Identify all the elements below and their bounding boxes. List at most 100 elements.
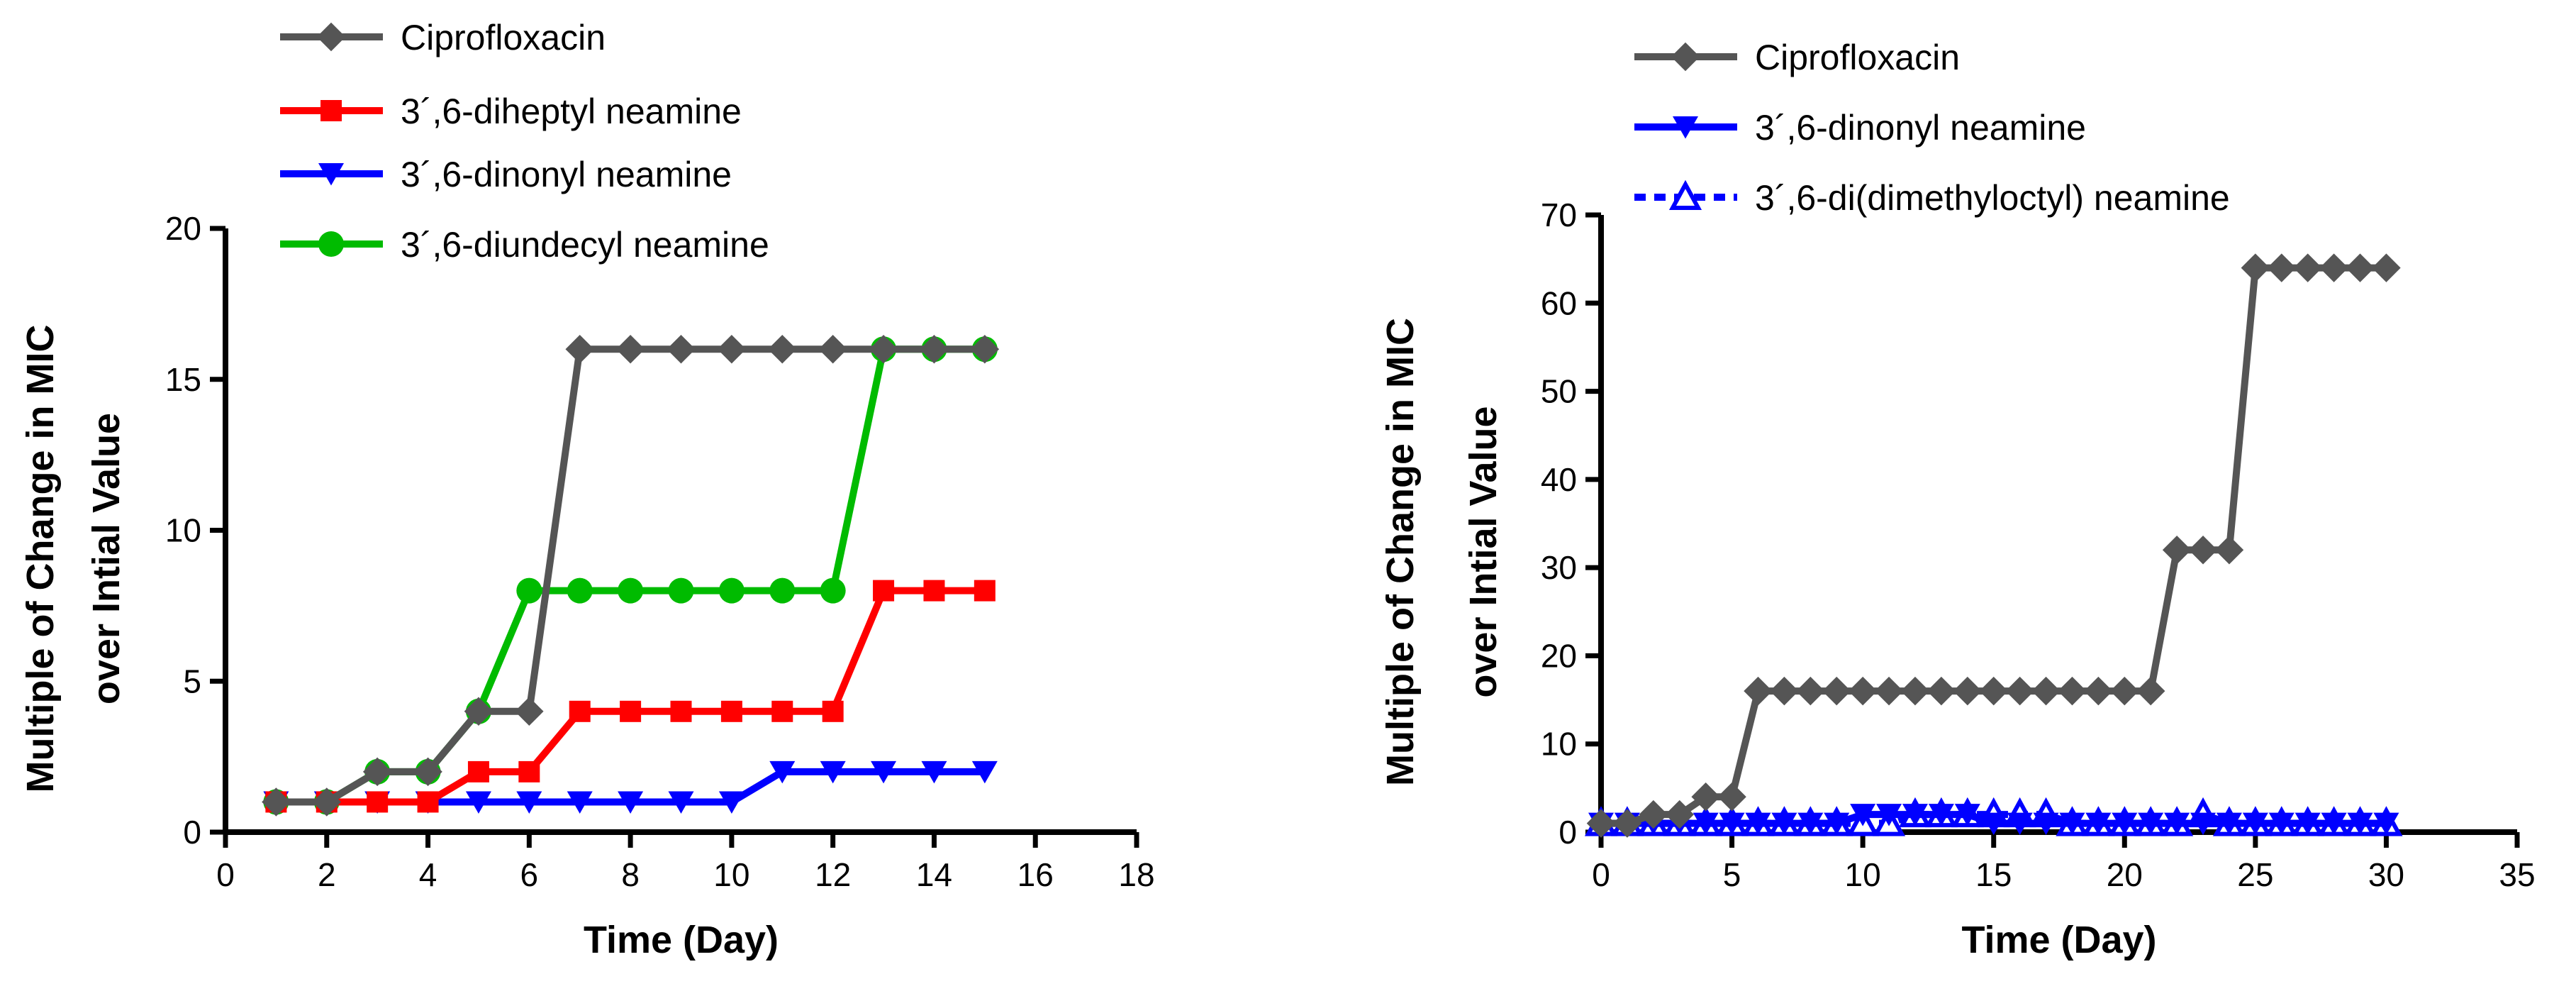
- x-tick-label: 35: [2499, 856, 2535, 893]
- data-point: [1691, 782, 1720, 812]
- y-tick-label: 0: [183, 814, 201, 851]
- data-point: [921, 760, 947, 784]
- y-tick-label: 40: [1541, 461, 1577, 498]
- data-point: [516, 791, 542, 814]
- series-1: [262, 334, 1000, 817]
- data-point: [518, 760, 540, 782]
- legend-marker: [318, 231, 344, 257]
- x-tick-label: 14: [916, 856, 952, 893]
- data-point: [2085, 812, 2112, 836]
- legend-label: Ciprofloxacin: [1755, 38, 1960, 77]
- data-point: [417, 791, 439, 813]
- data-point: [1876, 804, 1902, 826]
- x-tick-label: 5: [1723, 856, 1741, 893]
- legend-marker: [316, 22, 346, 52]
- data-point: [2295, 812, 2321, 836]
- data-point: [1717, 782, 1746, 812]
- data-point: [2319, 253, 2348, 282]
- legend-label: 3´,6-dinonyl neamine: [401, 155, 732, 194]
- data-point: [312, 787, 342, 817]
- x-tick-label: 20: [2107, 856, 2143, 893]
- y-axis-title-line2: over Intial Value: [1462, 406, 1505, 697]
- data-point: [820, 760, 846, 784]
- data-point: [2216, 812, 2242, 836]
- data-point: [1822, 676, 1851, 706]
- legend-item: 3´,6-di(dimethyloctyl) neamine: [1634, 178, 2230, 218]
- data-point: [1665, 799, 1694, 829]
- data-point: [1586, 809, 1616, 838]
- data-point: [1797, 812, 1824, 836]
- data-point: [720, 700, 742, 722]
- data-point: [668, 577, 694, 604]
- data-point: [1693, 812, 1719, 836]
- y-tick-label: 50: [1541, 373, 1577, 410]
- data-point: [1927, 676, 1956, 706]
- data-point: [615, 334, 645, 364]
- data-point: [1954, 804, 1980, 826]
- data-point: [1771, 812, 1797, 836]
- data-point: [1745, 812, 1771, 836]
- x-axis-title: Time (Day): [1961, 919, 2156, 961]
- data-point: [2110, 676, 2139, 706]
- data-point: [618, 791, 644, 814]
- y-tick-label: 20: [165, 210, 201, 247]
- data-point: [668, 791, 694, 814]
- data-point: [873, 580, 895, 602]
- data-point: [367, 791, 389, 813]
- x-tick-label: 8: [621, 856, 640, 893]
- y-tick-label: 15: [165, 361, 201, 398]
- data-point: [2321, 812, 2347, 836]
- legend-label: 3´,6-di(dimethyloctyl) neamine: [1755, 178, 2230, 218]
- data-point: [2190, 812, 2217, 836]
- data-point: [923, 580, 945, 602]
- data-point: [516, 577, 542, 604]
- y-axis-title-line2: over Intial Value: [85, 413, 128, 704]
- legend-marker: [1671, 42, 1700, 72]
- data-point: [262, 787, 291, 817]
- data-point: [567, 791, 593, 814]
- x-tick-label: 15: [1975, 856, 2012, 893]
- data-point: [1953, 676, 1983, 706]
- data-point: [2267, 253, 2297, 282]
- chart-right: 0 5 10 15 20 25 30 35 0 10 20 30 40 50 60 70 Time (Day) M…: [1379, 38, 2536, 961]
- data-point: [974, 580, 996, 602]
- y-tick-label: 20: [1541, 637, 1577, 674]
- x-axis-title: Time (Day): [584, 919, 779, 961]
- x-tick-label: 0: [216, 856, 235, 893]
- data-point: [2373, 812, 2399, 836]
- y-tick-label: 10: [1541, 726, 1577, 763]
- series-line: [276, 345, 985, 806]
- data-point: [2164, 812, 2190, 836]
- data-point: [871, 760, 897, 784]
- legend: Ciprofloxacin 3´,6-dinonyl neamine 3´,6-di…: [1634, 38, 2230, 218]
- legend-item: 3´,6-dinonyl neamine: [1634, 108, 2086, 148]
- data-point: [820, 577, 846, 604]
- data-point: [2058, 676, 2087, 706]
- y-tick-label: 30: [1541, 549, 1577, 586]
- chart-left: 0 2 4 6 8 10 12 14 16 18 0 5 10 15 20 Time (Day) Multipl…: [19, 18, 1155, 961]
- x-tick-label: 30: [2368, 856, 2404, 893]
- data-point: [1796, 676, 1825, 706]
- series-1: [1586, 253, 2401, 838]
- x-tick-label: 18: [1118, 856, 1154, 893]
- data-point: [769, 577, 796, 604]
- data-point: [2347, 812, 2373, 836]
- legend-item: Ciprofloxacin: [1634, 38, 1960, 77]
- legend-label: Ciprofloxacin: [401, 18, 606, 57]
- legend-label: 3´,6-diundecyl neamine: [401, 225, 769, 265]
- legend-marker: [1668, 179, 1702, 210]
- data-point: [2007, 812, 2033, 836]
- data-point: [818, 334, 847, 364]
- series-line: [276, 345, 985, 806]
- data-point: [822, 700, 844, 722]
- x-tick-label: 4: [419, 856, 437, 893]
- data-point: [667, 334, 696, 364]
- data-point: [718, 791, 745, 814]
- data-point: [2005, 676, 2034, 706]
- legend-item: 3´,6-diundecyl neamine: [280, 225, 769, 265]
- data-point: [620, 700, 642, 722]
- legend-item: 3´,6-dinonyl neamine: [280, 155, 732, 194]
- data-point: [464, 697, 494, 726]
- data-point: [515, 697, 544, 726]
